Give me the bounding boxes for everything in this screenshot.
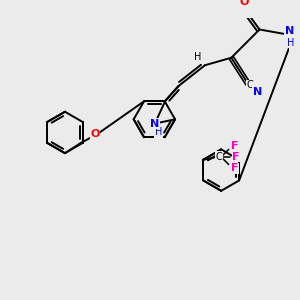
- Text: H: H: [287, 38, 294, 48]
- Text: N: N: [150, 118, 160, 129]
- Text: H: H: [194, 52, 201, 62]
- Text: H: H: [287, 38, 294, 48]
- Text: F: F: [231, 163, 238, 173]
- Text: N: N: [285, 26, 294, 36]
- Text: O: O: [90, 129, 100, 139]
- Text: F: F: [232, 152, 240, 162]
- Text: F: F: [231, 141, 238, 151]
- Text: C: C: [216, 152, 223, 162]
- Text: O: O: [90, 129, 100, 139]
- Text: H: H: [155, 127, 162, 137]
- Text: C: C: [247, 80, 254, 90]
- Text: O: O: [240, 0, 249, 7]
- Text: N: N: [285, 26, 294, 36]
- Text: N: N: [253, 87, 262, 97]
